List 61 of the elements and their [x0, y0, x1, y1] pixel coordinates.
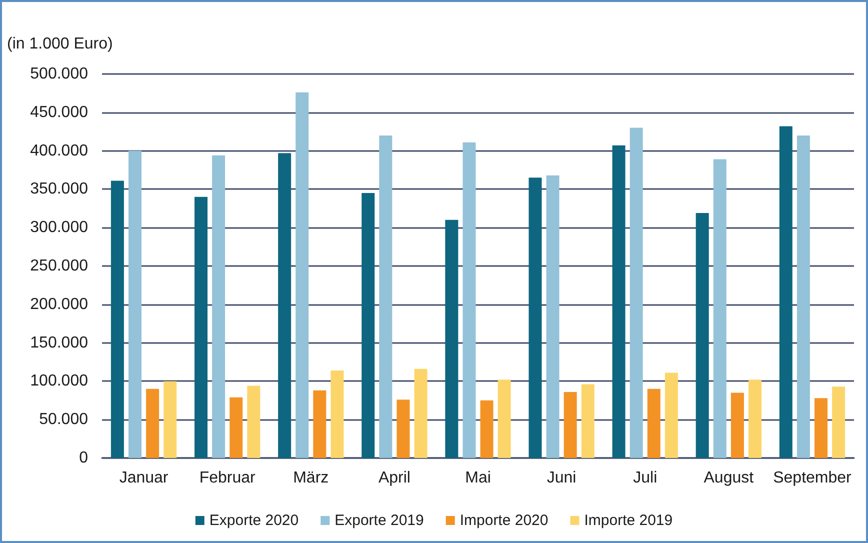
bar	[748, 380, 762, 458]
x-tick-label: Mai	[465, 470, 491, 486]
y-tick-label: 50.000	[39, 411, 88, 428]
legend-label: Exporte 2019	[334, 512, 424, 529]
bar	[313, 390, 326, 458]
bar	[546, 175, 560, 458]
bar	[796, 135, 810, 458]
bar	[696, 213, 709, 458]
bar	[247, 386, 260, 458]
x-tick-label: Juli	[633, 470, 658, 486]
bar	[564, 392, 577, 458]
bar	[664, 372, 678, 458]
bar	[832, 386, 846, 458]
bar	[396, 400, 410, 458]
y-tick-label: 300.000	[30, 219, 88, 236]
legend-label: Importe 2019	[584, 512, 673, 529]
bar	[480, 400, 494, 458]
bar	[330, 370, 344, 458]
y-tick-label: 400.000	[30, 142, 88, 160]
bar	[730, 392, 744, 458]
bar	[230, 397, 243, 458]
y-tick-label: 100.000	[30, 372, 88, 390]
x-tick-label: Februar	[199, 470, 256, 486]
bar	[296, 92, 309, 458]
bar	[128, 150, 142, 458]
bar	[445, 220, 458, 458]
bar	[528, 178, 542, 458]
bar	[581, 384, 594, 458]
x-tick-label: März	[293, 470, 329, 486]
bar	[379, 135, 392, 458]
bar	[814, 398, 828, 458]
legend-label: Importe 2020	[460, 512, 548, 529]
legend-label: Exporte 2020	[209, 512, 299, 529]
bar	[713, 159, 726, 458]
y-axis-title: (in 1.000 Euro)	[7, 36, 113, 52]
bar	[164, 381, 177, 458]
bar	[110, 180, 124, 458]
y-tick-label: 200.000	[30, 296, 88, 313]
x-tick-label: April	[378, 470, 410, 486]
y-tick-label: 350.000	[30, 180, 88, 198]
bar	[278, 153, 292, 458]
bar	[194, 196, 208, 458]
bar	[362, 193, 375, 458]
bar	[612, 145, 626, 458]
y-tick-label: 450.000	[30, 104, 88, 121]
y-tick-label: 250.000	[30, 258, 88, 274]
y-tick-label: 150.000	[30, 334, 88, 352]
x-tick-label: Juni	[546, 470, 576, 486]
x-tick-label: August	[704, 470, 754, 486]
y-tick-label: 0	[79, 450, 88, 466]
x-tick-label: Januar	[119, 470, 169, 486]
y-tick-label: 500.000	[30, 66, 88, 82]
bar	[146, 388, 160, 458]
bar	[630, 128, 643, 458]
bar	[647, 388, 660, 458]
bar	[212, 155, 226, 458]
bar	[779, 126, 792, 458]
x-tick-label: September	[773, 470, 852, 486]
bar	[414, 368, 428, 458]
bar	[498, 380, 511, 458]
bar	[462, 142, 476, 458]
